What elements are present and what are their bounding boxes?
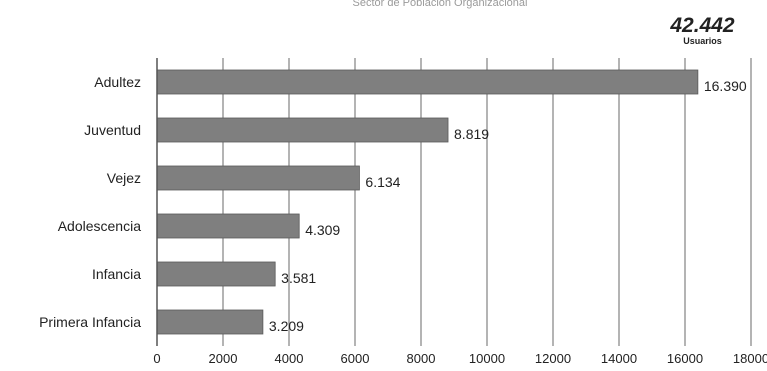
category-label: Adolescencia [58, 218, 141, 234]
data-label: 4.309 [305, 222, 340, 238]
x-tick-label: 2000 [209, 351, 238, 366]
data-label: 16.390 [704, 78, 747, 94]
category-label: Vejez [107, 170, 141, 186]
data-label: 3.209 [269, 318, 304, 334]
bar-infancia [156, 261, 276, 287]
x-tick-label: 8000 [407, 351, 436, 366]
data-label: 8.819 [454, 126, 489, 142]
bar-juventud [156, 117, 449, 143]
data-label: 6.134 [365, 174, 400, 190]
bar-vejez [156, 165, 360, 191]
data-label: 3.581 [281, 270, 316, 286]
x-tick-label: 10000 [469, 351, 505, 366]
category-label: Infancia [92, 266, 141, 282]
x-tick-label: 12000 [535, 351, 571, 366]
x-tick-label: 4000 [275, 351, 304, 366]
total-users-value: 42.442 [670, 14, 735, 37]
bar-primera-infancia [156, 309, 264, 335]
category-label: Primera Infancia [39, 314, 141, 330]
x-tick-label: 0 [153, 351, 160, 366]
x-tick-label: 6000 [341, 351, 370, 366]
x-tick-label: 16000 [667, 351, 703, 366]
total-users-badge: 42.442 Usuarios [660, 15, 745, 46]
chart-caption: Sector de Población Organizacional [352, 0, 528, 9]
x-tick-label: 14000 [601, 351, 637, 366]
x-tick-label: 18000 [733, 351, 767, 366]
total-users-unit: Usuarios [683, 36, 722, 46]
category-label: Juventud [84, 122, 141, 138]
category-label: Adultez [94, 74, 141, 90]
bar-adolescencia [156, 213, 300, 239]
bar-adultez [156, 69, 699, 95]
